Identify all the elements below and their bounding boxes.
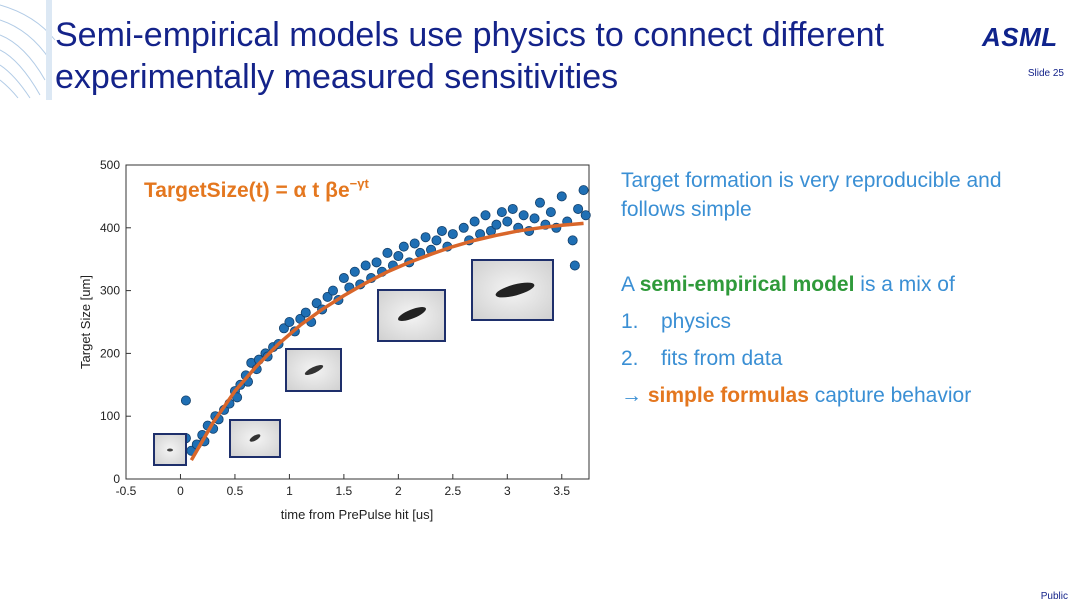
x-tick-label: 2 (395, 484, 402, 498)
y-tick-label: 100 (100, 409, 120, 423)
slide-title: Semi-empirical models use physics to con… (55, 14, 955, 98)
list-item: 2. fits from data (621, 344, 1061, 373)
scatter-point (573, 203, 584, 214)
corner-decoration (0, 0, 56, 100)
y-tick-label: 0 (113, 472, 120, 486)
chart: TargetSize(t) = α t βe−γt time from PreP… (78, 158, 591, 522)
x-tick-label: 1 (286, 484, 293, 498)
scatter-point (458, 222, 469, 233)
conclusion: → simple formulas capture behavior (621, 381, 1061, 410)
scatter-point (393, 251, 404, 262)
list-text: fits from data (661, 347, 783, 370)
scatter-point (447, 229, 458, 240)
scatter-point (556, 191, 567, 202)
scatter-point (300, 307, 311, 318)
scatter-point (371, 257, 382, 268)
x-tick-label: 3 (504, 484, 511, 498)
scatter-point (311, 298, 322, 309)
list-marker: 2. (621, 347, 639, 370)
scatter-point (349, 266, 360, 277)
scatter-point (480, 210, 491, 221)
scatter-point (578, 185, 589, 196)
scatter-point (327, 285, 338, 296)
scatter-point (502, 216, 513, 227)
scatter-point (496, 207, 507, 218)
fit-line (189, 221, 584, 462)
scatter-point (569, 260, 580, 271)
scatter-point (518, 210, 529, 221)
list-text: physics (661, 310, 732, 333)
title-line: experimentally measured sensitivities (55, 58, 619, 96)
plot-frame (125, 164, 590, 480)
y-tick-label: 400 (100, 221, 120, 235)
arrow: → (621, 384, 642, 407)
side-text: Target formation is very reproducible an… (621, 166, 1061, 410)
title-line: Semi-empirical models use physics to con… (55, 16, 884, 54)
logo: ASML (982, 22, 1058, 52)
scatter-point (420, 232, 431, 243)
scatter-point (338, 273, 349, 284)
y-axis-label: Target Size [um] (78, 275, 93, 369)
y-tick-label: 300 (100, 284, 120, 298)
x-tick-label: -0.5 (116, 484, 137, 498)
paragraph: A semi-empirical model is a mix of (621, 270, 1061, 299)
scatter-point (580, 210, 591, 221)
highlight: simple formulas (647, 384, 809, 407)
scatter-point (284, 316, 295, 327)
inset-images (153, 259, 554, 466)
scatter-point (382, 247, 393, 258)
text: capture behavior (814, 384, 972, 407)
paragraph: Target formation is very reproducible an… (621, 169, 1002, 221)
scatter-point (180, 395, 191, 406)
scatter-point (431, 235, 442, 246)
classification: Public (1040, 591, 1068, 602)
scatter-point (469, 216, 480, 227)
x-tick-label: 3.5 (553, 484, 570, 498)
highlight: semi-empirical model (639, 273, 855, 296)
scatter-point (436, 225, 447, 236)
x-tick-label: 1.5 (336, 484, 353, 498)
scatter-point (360, 260, 371, 271)
scatter-point (534, 197, 545, 208)
scatter-point (491, 219, 502, 230)
scatter-point (567, 235, 578, 246)
scatter-point (545, 207, 556, 218)
x-tick-label: 0 (177, 484, 184, 498)
scatter-point (322, 291, 333, 302)
list-marker: 1. (621, 310, 639, 333)
text: A (621, 273, 634, 296)
formula: TargetSize(t) = α t βe−γt (144, 176, 369, 202)
formula-text: TargetSize(t) = α t βe (144, 179, 350, 202)
scatter-point (409, 238, 420, 249)
x-tick-label: 2.5 (444, 484, 461, 498)
scatter-point (529, 213, 540, 224)
scatter-point (507, 203, 518, 214)
scatter-point (278, 323, 289, 334)
y-tick-label: 500 (100, 158, 120, 172)
y-tick-label: 200 (100, 346, 120, 360)
scatter-point (398, 241, 409, 252)
x-axis-label: time from PrePulse hit [us] (281, 507, 433, 522)
formula-exponent: −γt (350, 176, 370, 191)
x-tick-label: 0.5 (227, 484, 244, 498)
text: is a mix of (860, 273, 955, 296)
slide-number: Slide 25 (1027, 68, 1064, 79)
list-item: 1. physics (621, 307, 1061, 336)
